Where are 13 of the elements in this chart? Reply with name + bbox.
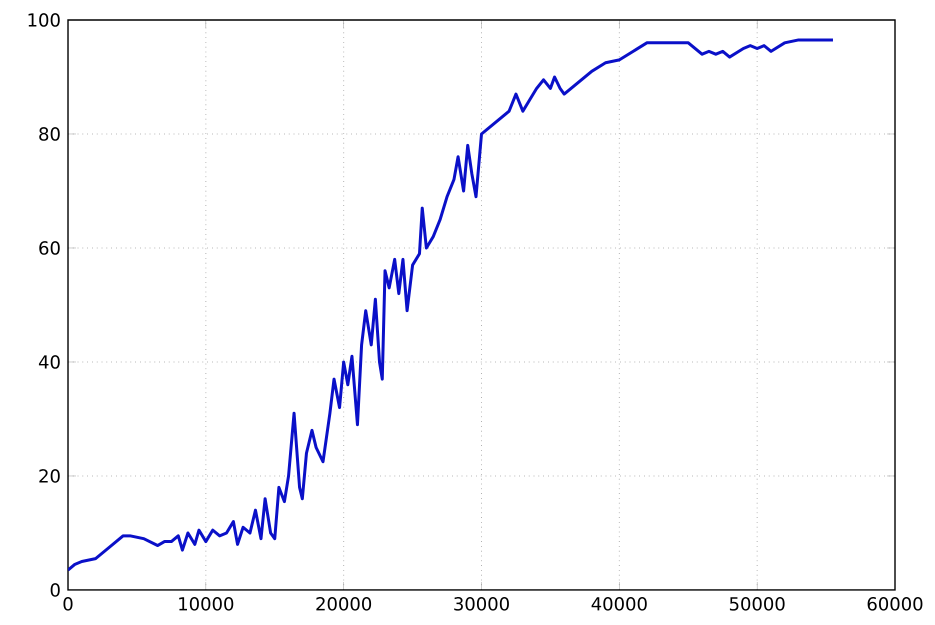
x-tick-label: 0 <box>63 597 73 611</box>
y-tick-label: 60 <box>39 241 60 255</box>
x-tick-label: 30000 <box>454 597 509 611</box>
y-tick-label: 40 <box>38 355 60 369</box>
y-tick-label: 100 <box>28 13 60 27</box>
x-tick-label: 60000 <box>868 597 922 611</box>
y-tick-label: 20 <box>39 469 60 483</box>
x-tick-label: 40000 <box>592 597 647 611</box>
x-tick-label: 50000 <box>730 597 785 611</box>
x-tick-label: 10000 <box>179 597 234 611</box>
x-tick-label: 20000 <box>316 597 372 611</box>
y-tick-label: 80 <box>39 127 60 141</box>
y-tick-label: 0 <box>50 583 60 597</box>
